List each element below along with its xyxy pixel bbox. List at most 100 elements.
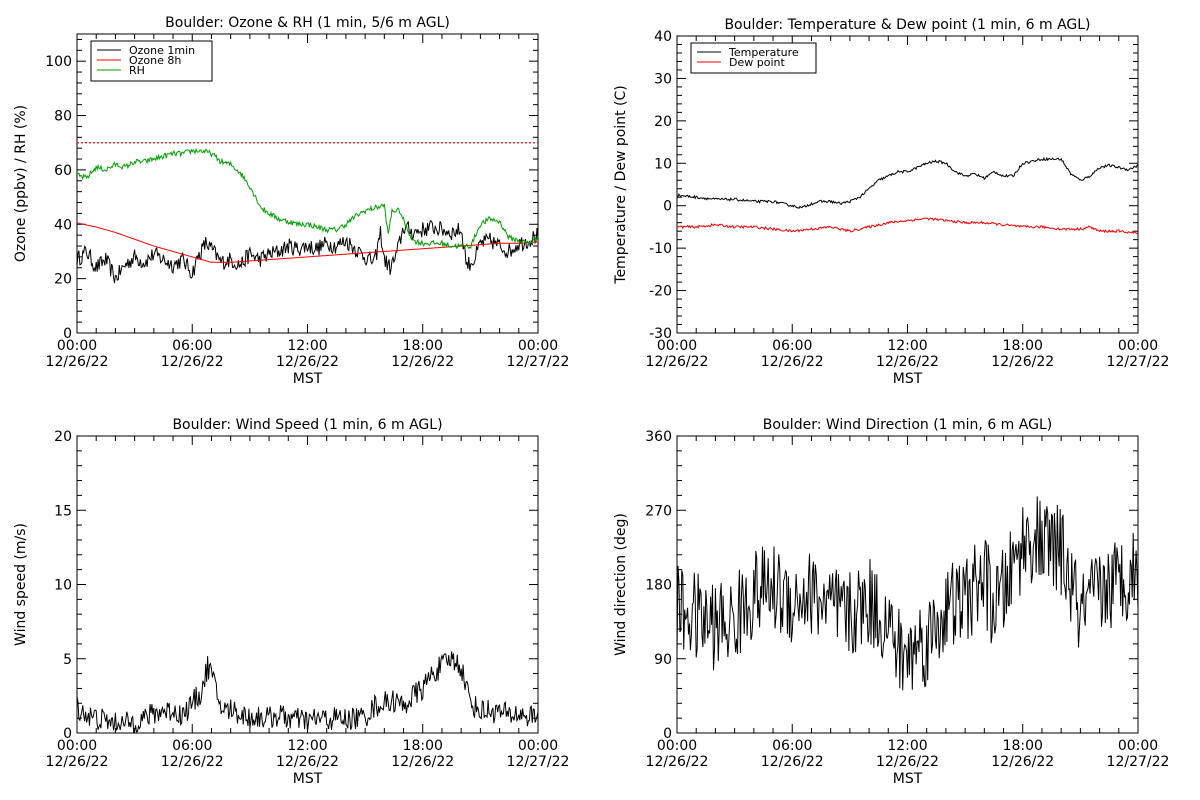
x-tick-label: 12/26/22 xyxy=(991,354,1054,370)
y-tick-label: 20 xyxy=(54,429,72,445)
chart-title: Boulder: Wind Speed (1 min, 6 m AGL) xyxy=(172,417,442,433)
x-tick-label: 06:00 xyxy=(172,338,212,354)
series-line-ozone-1min xyxy=(77,220,538,284)
series-line-dew-point xyxy=(677,217,1138,235)
x-tick-label: 12/26/22 xyxy=(391,354,454,370)
chart-2: Boulder: Temperature & Dew point (1 min,… xyxy=(613,17,1169,387)
x-tick-label: 12/26/22 xyxy=(876,354,939,370)
y-axis-label: Wind direction (deg) xyxy=(613,513,629,656)
x-tick-label: 12/26/22 xyxy=(761,354,824,370)
y-axis-label: Temperature / Dew point (C) xyxy=(613,85,629,284)
x-tick-label: 00:00 xyxy=(518,738,558,754)
y-tick-label: 0 xyxy=(663,726,672,742)
x-axis-label: MST xyxy=(893,771,923,787)
legend-box xyxy=(690,42,817,74)
x-tick-label: 12/27/22 xyxy=(507,354,570,370)
x-tick-label: 12/26/22 xyxy=(46,754,109,770)
series-line-temperature xyxy=(677,156,1138,210)
x-tick-label: 00:00 xyxy=(518,338,558,354)
y-tick-label: 100 xyxy=(45,54,72,70)
x-tick-label: 12/27/22 xyxy=(1107,754,1170,770)
y-tick-label: 90 xyxy=(654,652,672,668)
y-tick-label: 80 xyxy=(54,109,72,125)
y-axis-label: Ozone (ppbv) / RH (%) xyxy=(13,105,29,262)
x-axis-label: MST xyxy=(293,371,323,387)
y-tick-label: 0 xyxy=(63,726,72,742)
x-tick-label: 06:00 xyxy=(772,338,812,354)
chart-1: Boulder: Ozone & RH (1 min, 5/6 m AGL)00… xyxy=(13,15,569,387)
chart-3: Boulder: Wind Speed (1 min, 6 m AGL) 00:0… xyxy=(13,417,569,787)
y-tick-label: 0 xyxy=(663,199,672,215)
x-axis-label: MST xyxy=(293,771,323,787)
x-tick-label: 12:00 xyxy=(887,738,927,754)
x-tick-label: 12/26/22 xyxy=(876,754,939,770)
chart-title: Boulder: Temperature & Dew point (1 min,… xyxy=(724,17,1090,33)
y-tick-label: 40 xyxy=(654,29,672,45)
legend-label: RH xyxy=(129,64,145,77)
y-tick-label: 20 xyxy=(654,114,672,130)
legend-box xyxy=(90,40,213,82)
x-tick-label: 12/26/22 xyxy=(161,354,224,370)
y-tick-label: -20 xyxy=(649,284,672,300)
x-tick-label: 12/26/22 xyxy=(46,354,109,370)
x-tick-label: 12/27/22 xyxy=(507,754,570,770)
x-tick-label: 12:00 xyxy=(287,738,327,754)
x-tick-label: 18:00 xyxy=(403,738,443,754)
series-line-rh xyxy=(77,147,538,250)
legend-label: Temperature xyxy=(728,46,799,59)
plot-area xyxy=(677,496,1138,691)
series-line-ozone-8h xyxy=(77,222,538,263)
y-tick-label: -30 xyxy=(649,326,672,342)
plot-frame xyxy=(676,35,1139,334)
x-tick-label: 12/26/22 xyxy=(276,754,339,770)
x-tick-label: 00:00 xyxy=(57,338,97,354)
legend-label: Ozone 8h xyxy=(129,54,181,67)
plot-area xyxy=(77,142,538,284)
x-tick-label: 00:00 xyxy=(657,338,697,354)
y-tick-label: 0 xyxy=(63,326,72,342)
x-tick-label: 12/26/22 xyxy=(646,354,709,370)
x-tick-label: 00:00 xyxy=(1118,738,1158,754)
x-tick-label: 12:00 xyxy=(887,338,927,354)
y-tick-label: 5 xyxy=(63,652,72,668)
y-tick-label: 60 xyxy=(54,163,72,179)
legend-label: Dew point xyxy=(729,56,785,69)
y-tick-label: 270 xyxy=(645,503,672,519)
x-tick-label: 12:00 xyxy=(287,338,327,354)
y-tick-label: 30 xyxy=(654,71,672,87)
x-tick-label: 00:00 xyxy=(657,738,697,754)
x-tick-label: 12/26/22 xyxy=(646,754,709,770)
x-tick-label: 12/26/22 xyxy=(391,754,454,770)
chart-4: Boulder: Wind Direction (1 min, 6 m AGL)… xyxy=(613,417,1169,787)
y-tick-label: 10 xyxy=(54,578,72,594)
y-tick-label: 40 xyxy=(54,217,72,233)
series-line-1 xyxy=(677,496,1138,691)
chart-title: Boulder: Ozone & RH (1 min, 5/6 m AGL) xyxy=(165,15,450,31)
x-tick-label: 18:00 xyxy=(1003,338,1043,354)
x-tick-label: 12/26/22 xyxy=(991,754,1054,770)
legend-label: Ozone 1min xyxy=(129,44,195,57)
x-tick-label: 12/26/22 xyxy=(161,754,224,770)
x-tick-label: 00:00 xyxy=(57,738,97,754)
y-tick-label: 10 xyxy=(654,156,672,172)
y-tick-label: 180 xyxy=(645,578,672,594)
y-tick-label: 360 xyxy=(645,429,672,445)
series-line-1 xyxy=(77,651,538,733)
x-tick-label: 00:00 xyxy=(1118,338,1158,354)
plot-area xyxy=(77,651,538,733)
y-tick-label: 15 xyxy=(54,503,72,519)
x-tick-label: 18:00 xyxy=(1003,738,1043,754)
x-tick-label: 06:00 xyxy=(772,738,812,754)
plot-area xyxy=(677,156,1138,235)
y-tick-label: 20 xyxy=(54,272,72,288)
x-tick-label: 12/26/22 xyxy=(761,754,824,770)
x-tick-label: 18:00 xyxy=(403,338,443,354)
chart-title: Boulder: Wind Direction (1 min, 6 m AGL) xyxy=(763,417,1052,433)
x-axis-label: MST xyxy=(893,371,923,387)
x-tick-label: 06:00 xyxy=(172,738,212,754)
y-axis-label: Wind speed (m/s) xyxy=(13,523,29,646)
x-tick-label: 12/26/22 xyxy=(276,354,339,370)
x-tick-label: 12/27/22 xyxy=(1107,354,1170,370)
y-tick-label: -10 xyxy=(649,241,672,257)
